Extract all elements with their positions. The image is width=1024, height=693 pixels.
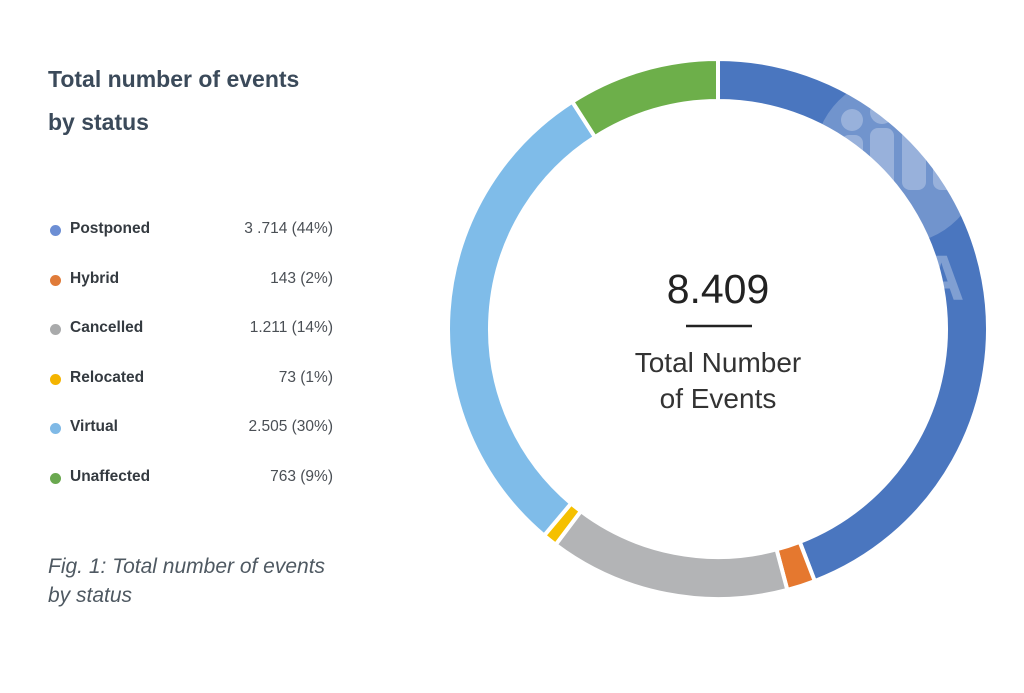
legend-dot-hybrid (50, 274, 61, 286)
chart-title: Total number of events by status (48, 66, 300, 135)
legend-dot-postponed (50, 225, 61, 236)
figure-caption: Fig. 1: Total number of events by status (48, 555, 326, 607)
people-icon (841, 100, 955, 190)
legend-item-relocated: Relocated 73 (1%) (48, 359, 333, 409)
legend-item-cancelled: Cancelled 1.211 (14%) (48, 309, 333, 359)
legend-item-virtual: Virtual 2.505 (30%) (48, 408, 333, 458)
legend: Postponed 3 .714 (44%) Hybrid 143 (2%) C… (48, 210, 333, 508)
legend-dot-cancelled (50, 324, 61, 336)
icca-watermark: ICCA (808, 76, 982, 314)
slice-cancelled (552, 508, 790, 601)
legend-value-virtual: 2.505 (30%) (248, 418, 333, 436)
total-events-label-line2: of Events (660, 383, 777, 414)
legend-label-virtual: Virtual (70, 418, 118, 436)
legend-label-unaffected: Unaffected (70, 467, 151, 485)
legend-label-relocated: Relocated (70, 368, 145, 386)
total-events-label-line1: Total Number (635, 347, 802, 378)
legend-label-postponed: Postponed (70, 220, 151, 237)
legend-dot-relocated (50, 373, 61, 385)
legend-item-unaffected: Unaffected 763 (9%) (48, 458, 333, 508)
total-events-value: 8.409 (667, 266, 770, 312)
slice-virtual (446, 98, 598, 539)
watermark-text: ICCA (808, 242, 964, 314)
slice-unaffected (569, 56, 720, 140)
legend-value-hybrid: 143 (2%) (270, 269, 333, 287)
legend-value-unaffected: 763 (9%) (270, 467, 333, 485)
legend-value-relocated: 73 (1%) (278, 368, 333, 386)
legend-label-hybrid: Hybrid (70, 269, 120, 287)
legend-dot-unaffected (50, 472, 61, 484)
legend-item-hybrid: Hybrid 143 (2%) (48, 260, 333, 310)
legend-label-cancelled: Cancelled (70, 319, 144, 337)
legend-dot-virtual (50, 423, 61, 435)
watermark-logo-circle (814, 76, 982, 244)
legend-item-postponed: Postponed 3 .714 (44%) (48, 210, 333, 260)
donut-slices (446, 56, 990, 601)
legend-value-cancelled: 1.211 (14%) (249, 319, 333, 337)
legend-value-postponed: 3 .714 (44%) (244, 220, 333, 237)
